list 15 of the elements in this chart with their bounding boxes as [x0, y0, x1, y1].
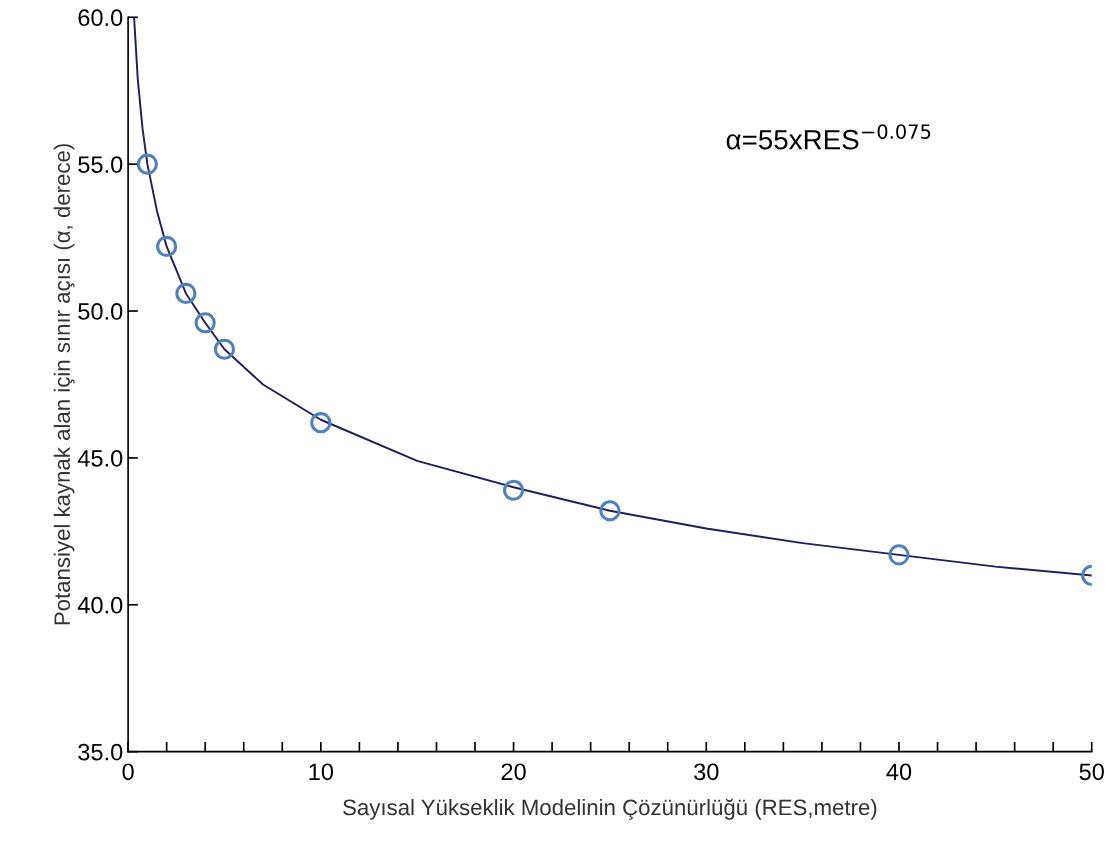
- y-tick-label: 55.0: [78, 156, 123, 173]
- y-tick-label: 60.0: [78, 9, 123, 27]
- y-axis-title: Potansiyel kaynak alan için sınır açısı (α, derece): [53, 144, 75, 625]
- x-tick-label: 30: [694, 763, 719, 781]
- y-tick-label: 40.0: [77, 596, 123, 614]
- x-axis-title: Sayısal Yükseklik Modelinin Çözünürlüğü (RES,metre): [343, 798, 877, 820]
- y-tick-label: 45.0: [77, 449, 123, 467]
- y-tick-label: 50.0: [78, 303, 123, 320]
- annotation: α=55xRES$^{−0.075}$: [726, 124, 931, 150]
- x-tick-label: 50: [1079, 763, 1104, 781]
- x-tick-label: 10: [309, 763, 334, 781]
- x-tick-label: 0: [122, 763, 134, 781]
- y-tick-label: 35.0: [78, 743, 123, 761]
- x-tick-label: 20: [501, 763, 526, 781]
- x-tick-label: 40: [886, 763, 912, 781]
